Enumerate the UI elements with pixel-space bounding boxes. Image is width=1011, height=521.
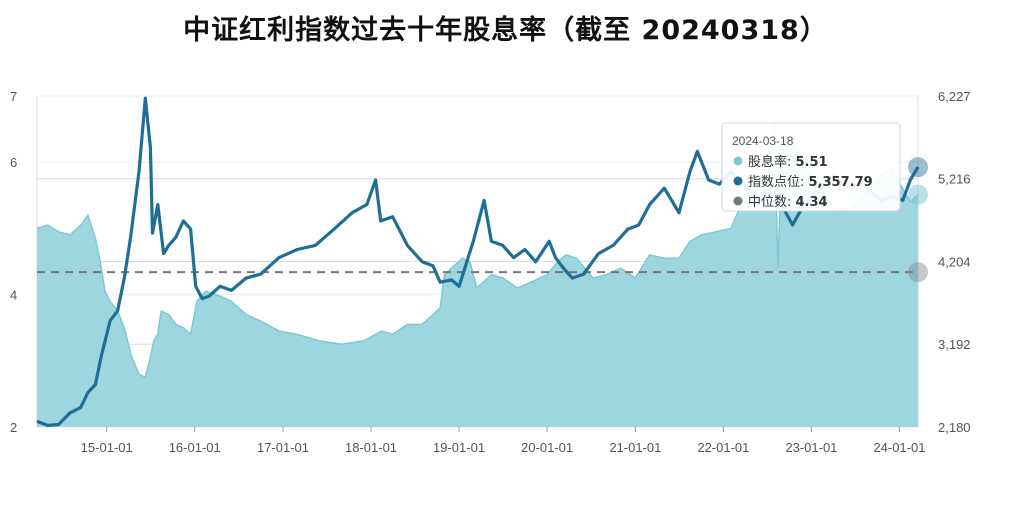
dividend-yield-area (37, 122, 918, 427)
tooltip: 2024-03-18 股息率: 5.51 指数点位: 5,357.79 中位数: 4.… (721, 122, 901, 212)
tooltip-dot (733, 176, 743, 186)
tooltip-row-value: 4.34 (796, 195, 828, 210)
x-tick-label: 22-01-01 (697, 440, 749, 455)
dividend-yield-marker (908, 184, 928, 205)
index-points-marker (908, 157, 928, 178)
axes: 15-01-01 16-01-01 17-01-01 18-01-01 19-01-01… (10, 89, 971, 455)
y-right-tick-label: 2,180 (938, 420, 971, 435)
x-tick-label: 24-01-01 (873, 440, 925, 455)
y-right-tick-label: 5,216 (938, 172, 971, 187)
tooltip-row-label: 股息率: 5.51 (748, 154, 828, 170)
x-tick-label: 21-01-01 (609, 440, 661, 455)
y-left-tick-label: 4 (10, 288, 17, 303)
x-tick-label: 18-01-01 (345, 440, 397, 455)
y-right-tick-label: 4,204 (938, 254, 971, 269)
tooltip-row-label: 中位数: 4.34 (748, 195, 828, 210)
x-tick-label: 19-01-01 (433, 440, 485, 455)
y-left-tick-label: 2 (10, 420, 17, 435)
x-tick-label: 20-01-01 (521, 440, 573, 455)
y-right-tick-label: 3,192 (938, 337, 971, 352)
y-right-tick-label: 6,227 (938, 89, 971, 104)
chart-title: 中证红利指数过去十年股息率（截至 20240318） (183, 15, 828, 46)
x-tick-label: 15-01-01 (81, 440, 133, 455)
y-left-tick-label: 6 (10, 155, 17, 170)
median-marker (908, 262, 928, 283)
tooltip-date: 2024-03-18 (732, 134, 794, 148)
x-tick-label: 17-01-01 (257, 440, 309, 455)
y-left-tick-label: 7 (10, 89, 17, 104)
tooltip-row-label: 指数点位: 5,357.79 (748, 175, 873, 190)
x-tick-label: 16-01-01 (169, 440, 221, 455)
tooltip-dot (733, 156, 743, 166)
tooltip-box (721, 122, 901, 212)
tooltip-dot (733, 196, 743, 206)
tooltip-row-value: 5,357.79 (809, 175, 873, 190)
tooltip-row-value: 5.51 (796, 155, 828, 170)
x-tick-label: 23-01-01 (785, 440, 837, 455)
markers (908, 157, 928, 283)
